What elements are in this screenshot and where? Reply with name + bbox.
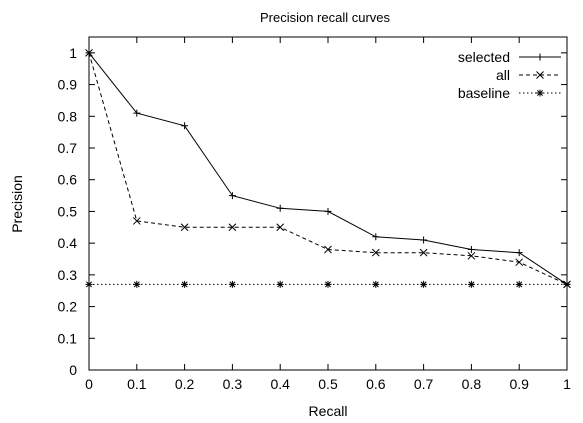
- y-axis-label: Precision: [9, 175, 25, 233]
- legend: selected all baseline: [458, 49, 561, 101]
- y-tick-label: 0.3: [58, 267, 78, 283]
- data-point-all: [371, 248, 380, 257]
- y-tick-label: 0.7: [58, 140, 78, 156]
- legend-marker-selected: [536, 53, 544, 61]
- data-point-baseline: [276, 280, 284, 288]
- y-tick-label: 0.9: [58, 77, 78, 93]
- series-all: [85, 49, 571, 289]
- x-tick-label: 0.5: [318, 376, 338, 392]
- legend-label-selected: selected: [458, 49, 510, 65]
- y-tick-label: 0.6: [58, 172, 78, 188]
- data-point-all: [276, 223, 285, 232]
- data-point-all: [324, 245, 332, 254]
- data-point-baseline: [228, 280, 236, 288]
- x-tick-label: 0: [85, 376, 93, 392]
- data-point-all: [85, 49, 93, 57]
- x-tick-label: 0.3: [223, 376, 243, 392]
- series-baseline: [85, 280, 571, 288]
- x-tick-label: 1: [563, 376, 571, 392]
- x-axis-label: Recall: [309, 403, 348, 419]
- series-layer: [85, 49, 571, 289]
- y-tick-label: 0: [69, 362, 77, 378]
- x-tick-label: 0.2: [175, 376, 195, 392]
- data-point-baseline: [563, 280, 571, 288]
- x-tick-label: 0.7: [414, 376, 434, 392]
- legend-label-baseline: baseline: [458, 85, 510, 101]
- data-point-all: [132, 217, 141, 225]
- data-point-selected: [324, 207, 332, 215]
- y-tick-label: 0.8: [58, 108, 78, 124]
- data-point-baseline: [467, 280, 475, 288]
- data-point-selected: [181, 122, 189, 130]
- chart-title: Precision recall curves: [260, 10, 391, 25]
- data-point-all: [515, 258, 524, 267]
- x-tick-label: 0.4: [270, 376, 290, 392]
- y-tick-label: 0.5: [58, 203, 78, 219]
- y-tick-label: 0.2: [58, 299, 78, 315]
- data-point-selected: [228, 192, 236, 200]
- x-tick-label: 0.9: [509, 376, 529, 392]
- legend-marker-baseline: [536, 89, 544, 97]
- data-point-all: [180, 223, 189, 232]
- y-tick-label: 0.4: [58, 235, 78, 251]
- data-point-selected: [133, 109, 141, 117]
- y-tick-label: 1: [69, 45, 77, 61]
- data-point-all: [467, 251, 476, 260]
- data-point-selected: [515, 249, 523, 257]
- data-point-baseline: [372, 280, 380, 288]
- x-tick-label: 0.6: [366, 376, 386, 392]
- data-point-all: [228, 223, 237, 232]
- data-point-baseline: [133, 280, 141, 288]
- data-point-selected: [372, 233, 380, 241]
- data-point-baseline: [515, 280, 523, 288]
- x-tick-label: 0.8: [462, 376, 482, 392]
- data-point-selected: [276, 204, 284, 212]
- y-tick-label: 0.1: [58, 330, 78, 346]
- data-point-selected: [420, 236, 428, 244]
- data-point-selected: [467, 245, 475, 253]
- x-tick-label: 0.1: [127, 376, 147, 392]
- axis-ticks: 0 0.1 0.2 0.3 0.4 0.5 0.6 0.7 0.8 0.9 1 0 0.1 0.2 0.3 0…: [58, 37, 571, 392]
- data-point-baseline: [85, 280, 93, 288]
- legend-label-all: all: [496, 67, 510, 83]
- data-point-all: [419, 248, 428, 257]
- data-point-baseline: [181, 280, 189, 288]
- legend-marker-all: [536, 71, 544, 79]
- data-point-baseline: [324, 280, 332, 288]
- data-point-baseline: [420, 280, 428, 288]
